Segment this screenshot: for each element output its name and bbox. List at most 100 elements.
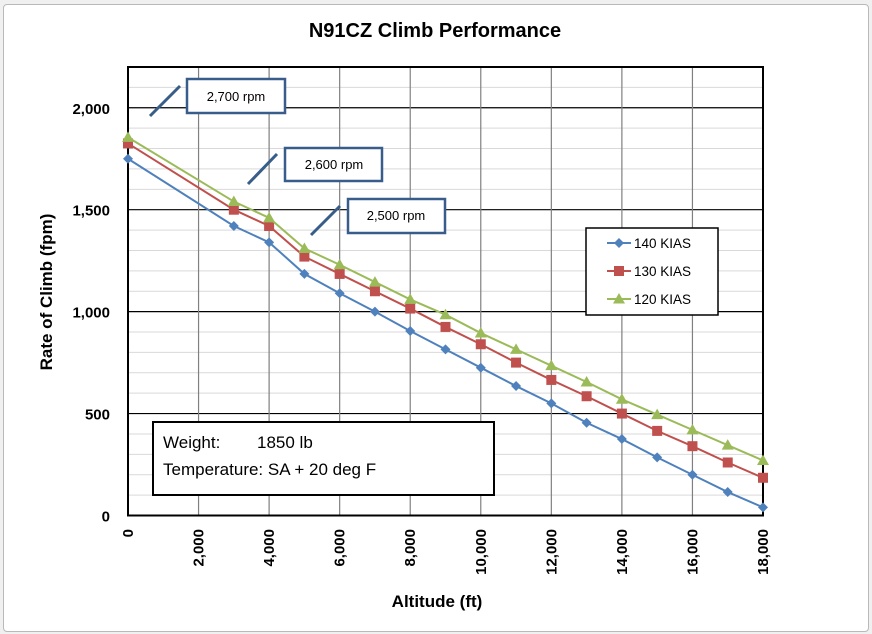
temperature-note: Temperature: SA + 20 deg F [163, 460, 376, 479]
data-point [404, 293, 417, 304]
data-point [475, 339, 486, 350]
y-tick-label: 1,500 [72, 203, 110, 220]
data-point [123, 153, 133, 164]
data-point [511, 381, 522, 392]
data-point [474, 327, 487, 338]
callout-box [346, 197, 447, 235]
series-group [122, 131, 769, 513]
data-point [440, 321, 451, 332]
data-point [369, 286, 380, 297]
callout-2600-rpm: 2,600 rpm [246, 146, 384, 186]
x-axis-title: Altitude (ft) [392, 592, 483, 611]
y-tick-label: 2,000 [72, 101, 110, 118]
legend-marker-icon [613, 293, 625, 304]
legend-label: 130 KIAS [634, 264, 691, 279]
data-point [298, 242, 311, 253]
data-point [123, 138, 133, 149]
data-point [299, 251, 310, 262]
data-point [405, 326, 416, 337]
y-tick-label: 1,000 [72, 305, 110, 322]
data-point [721, 439, 734, 450]
chart-window [3, 4, 869, 632]
chart-title: N91CZ Climb Performance [309, 20, 561, 42]
data-point [616, 408, 627, 419]
data-point [652, 452, 663, 463]
plot-area-border [127, 66, 764, 517]
data-point [369, 306, 380, 317]
y-tick-label: 0 [102, 509, 110, 526]
data-point [722, 487, 733, 498]
x-tick-label: 2,000 [191, 529, 208, 567]
data-point [405, 303, 416, 314]
conditions-note: Weight: 1850 lb Temperature: SA + 20 deg… [152, 421, 495, 496]
data-point [228, 221, 239, 232]
legend-marker-icon [614, 238, 624, 248]
conditions-box [152, 421, 495, 496]
weight-value: 1850 lb [257, 433, 313, 452]
data-point [333, 258, 346, 270]
callout-label: 2,600 rpm [305, 157, 364, 172]
data-point [299, 268, 310, 279]
data-point [475, 362, 486, 373]
x-tick-label: 0 [120, 529, 137, 537]
callout-leader-line [246, 152, 279, 186]
data-point [687, 441, 698, 452]
series-140-kias [123, 153, 768, 513]
data-point [757, 454, 769, 465]
data-point [545, 359, 558, 371]
data-point [686, 423, 699, 435]
data-point [758, 502, 768, 513]
data-point [122, 131, 134, 142]
y-tick-label: 500 [85, 407, 110, 424]
x-tick-label: 18,000 [755, 529, 772, 575]
data-point [511, 357, 522, 368]
legend-label: 140 KIAS [634, 236, 691, 251]
data-point [368, 276, 381, 287]
data-point [652, 425, 663, 436]
legend-item: 140 KIAS [607, 236, 691, 251]
y-axis-ticks: 0 500 1,000 1,500 2,000 [72, 101, 110, 526]
data-point [581, 391, 592, 402]
data-point [334, 268, 345, 279]
legend-label: 120 KIAS [634, 292, 691, 307]
data-point [227, 195, 240, 207]
data-point [439, 308, 452, 320]
data-point [546, 374, 557, 385]
legend: 140 KIAS 130 KIAS 120 KIAS [585, 227, 719, 316]
data-point [581, 417, 592, 428]
x-tick-label: 12,000 [543, 529, 560, 575]
legend-item: 120 KIAS [607, 292, 691, 307]
data-point [580, 375, 593, 387]
x-tick-label: 4,000 [261, 529, 278, 567]
x-tick-label: 8,000 [402, 529, 419, 567]
callout-label: 2,700 rpm [207, 89, 266, 104]
series-130-kias [123, 138, 768, 483]
x-axis-ticks: 0 2,000 4,000 6,000 8,000 10,000 12,000 14,000 1… [120, 529, 772, 575]
callout-leader-line [309, 204, 342, 237]
data-point [510, 343, 523, 354]
data-point [264, 221, 275, 232]
data-point [651, 408, 664, 420]
data-point [334, 288, 345, 299]
callout-2500-rpm: 2,500 rpm [309, 197, 447, 237]
data-point [546, 398, 557, 409]
legend-marker-icon [614, 266, 624, 276]
x-tick-label: 14,000 [614, 529, 631, 575]
callout-leader-line [148, 84, 182, 118]
y-axis-title: Rate of Climb (fpm) [37, 214, 56, 371]
data-point [263, 211, 276, 223]
weight-label: Weight: [163, 433, 220, 452]
data-point [440, 344, 451, 355]
data-point [615, 393, 628, 404]
callout-box [185, 77, 287, 115]
callout-label: 2,500 rpm [367, 208, 426, 223]
data-point [616, 434, 627, 445]
data-point [687, 469, 698, 480]
x-tick-label: 16,000 [684, 529, 701, 575]
x-tick-label: 10,000 [473, 529, 490, 575]
data-point [722, 457, 733, 468]
data-point [228, 204, 239, 215]
legend-item: 130 KIAS [607, 264, 691, 279]
x-tick-label: 6,000 [332, 529, 349, 567]
